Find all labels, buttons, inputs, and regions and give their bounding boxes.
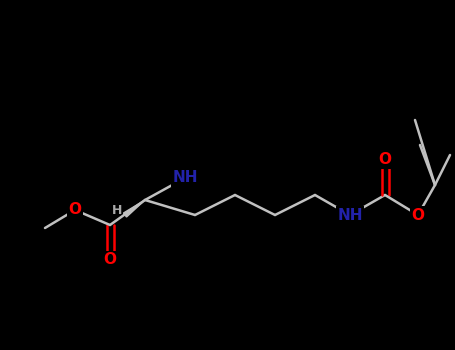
Text: O: O [379,153,391,168]
Text: O: O [69,203,81,217]
Text: NH: NH [172,170,198,186]
Text: O: O [103,252,116,267]
Text: NH: NH [337,208,363,223]
Text: H: H [112,203,122,217]
Polygon shape [123,200,145,217]
Text: O: O [411,208,425,223]
